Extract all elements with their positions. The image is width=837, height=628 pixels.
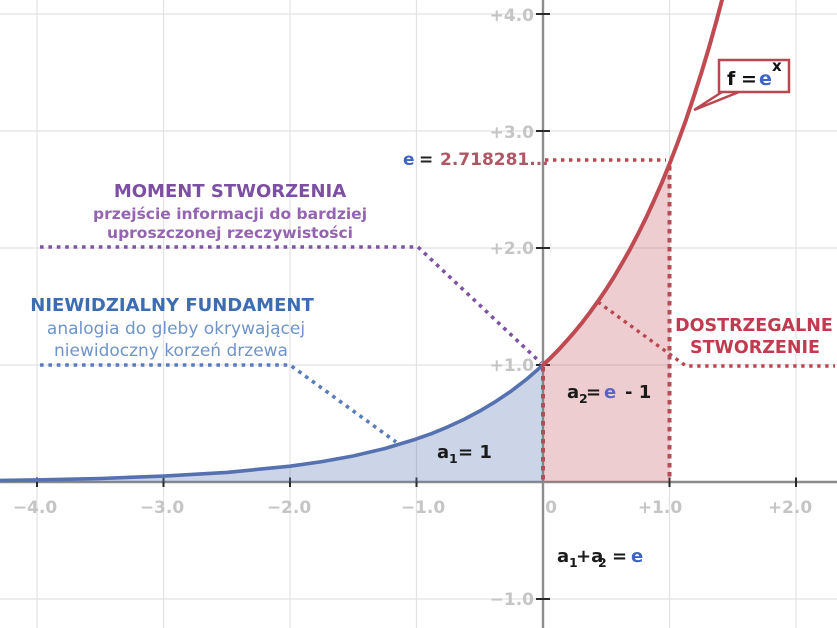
fundament-leader-line <box>40 363 398 444</box>
sum-label: a 1 +a 2 = e <box>557 546 643 571</box>
sum-sub2: 2 <box>598 555 607 570</box>
curve-exp-left <box>0 363 545 483</box>
area2-rest: - 1 <box>625 382 651 403</box>
sum-eq: = <box>612 546 627 567</box>
function-eq: = <box>741 68 757 90</box>
e-value-number: 2.718281... <box>440 150 549 170</box>
area2-label: a 2 = e - 1 <box>567 382 651 407</box>
y-tick-plus4: +4.0 <box>490 6 535 26</box>
dostrzegalne-annotation: DOSTRZEGALNE STWORZENIE <box>675 316 833 358</box>
moment-leader-line <box>40 245 543 365</box>
function-exponent-x: x <box>772 57 782 75</box>
x-tick-plus1: +1.0 <box>638 498 683 518</box>
area2-a: a <box>567 382 579 403</box>
moment-line1: przejście informacji do bardziej <box>93 205 367 223</box>
fundament-line2: niewidoczny korzeń drzewa <box>54 341 288 361</box>
area2-eq: = <box>586 382 601 403</box>
function-label: f = e x <box>727 57 782 90</box>
area1-value: = 1 <box>458 442 492 463</box>
fundament-line1: analogia do gleby okrywającej <box>47 319 305 339</box>
moment-title: MOMENT STWORZENIA <box>114 181 346 202</box>
e-value-label: e = 2.718281... <box>403 150 549 170</box>
x-tick-labels: −4.0 −3.0 −2.0 −1.0 0 +1.0 +2.0 <box>13 498 813 518</box>
fundament-annotation: NIEWIDZIALNY FUNDAMENT analogia do gleby… <box>30 295 314 361</box>
area1-subscript: 1 <box>449 451 458 466</box>
area1-label: a 1 = 1 <box>437 442 492 467</box>
area-a1-fill <box>0 365 543 482</box>
x-tick-minus4: −4.0 <box>13 498 58 518</box>
curve-exp-right <box>541 0 725 367</box>
y-tick-labels: +4.0 +3.0 +2.0 +1.0 −1.0 <box>490 6 535 610</box>
x-tick-zero: 0 <box>545 498 557 518</box>
dostrzegalne-leader-line <box>597 300 835 368</box>
y-tick-plus1: +1.0 <box>490 356 535 376</box>
y-tick-plus2: +2.0 <box>490 239 535 259</box>
x-tick-plus2: +2.0 <box>768 498 813 518</box>
dostrzegalne-line2: STWORZENIE <box>690 338 820 358</box>
sum-plus-a2: +a <box>576 546 603 567</box>
y-tick-plus3: +3.0 <box>490 123 535 143</box>
x-tick-minus2: −2.0 <box>267 498 312 518</box>
area1-a: a <box>437 442 449 463</box>
area2-e: e <box>604 382 616 403</box>
callout-box <box>717 58 791 94</box>
y-tick-minus1: −1.0 <box>490 590 535 610</box>
function-base-e: e <box>759 68 772 90</box>
callout-wedge <box>693 90 740 112</box>
moment-annotation: MOMENT STWORZENIA przejście informacji d… <box>93 181 367 242</box>
sum-a1: a <box>557 546 569 567</box>
sum-sub1: 1 <box>569 555 578 570</box>
x-tick-minus3: −3.0 <box>140 498 185 518</box>
fundament-title: NIEWIDZIALNY FUNDAMENT <box>30 295 314 316</box>
y-axis-ticks <box>536 13 550 600</box>
x-tick-minus1: −1.0 <box>401 498 446 518</box>
e-value-e: e <box>403 150 415 170</box>
function-f: f <box>727 68 736 90</box>
e-value-eq: = <box>419 150 433 170</box>
sum-e: e <box>631 546 643 567</box>
dostrzegalne-line1: DOSTRZEGALNE <box>675 316 833 336</box>
moment-line2: uproszczonej rzeczywistości <box>107 224 353 242</box>
area-a2-fill <box>543 164 670 482</box>
area2-subscript: 2 <box>579 391 588 406</box>
function-label-callout: f = e x <box>693 57 791 112</box>
